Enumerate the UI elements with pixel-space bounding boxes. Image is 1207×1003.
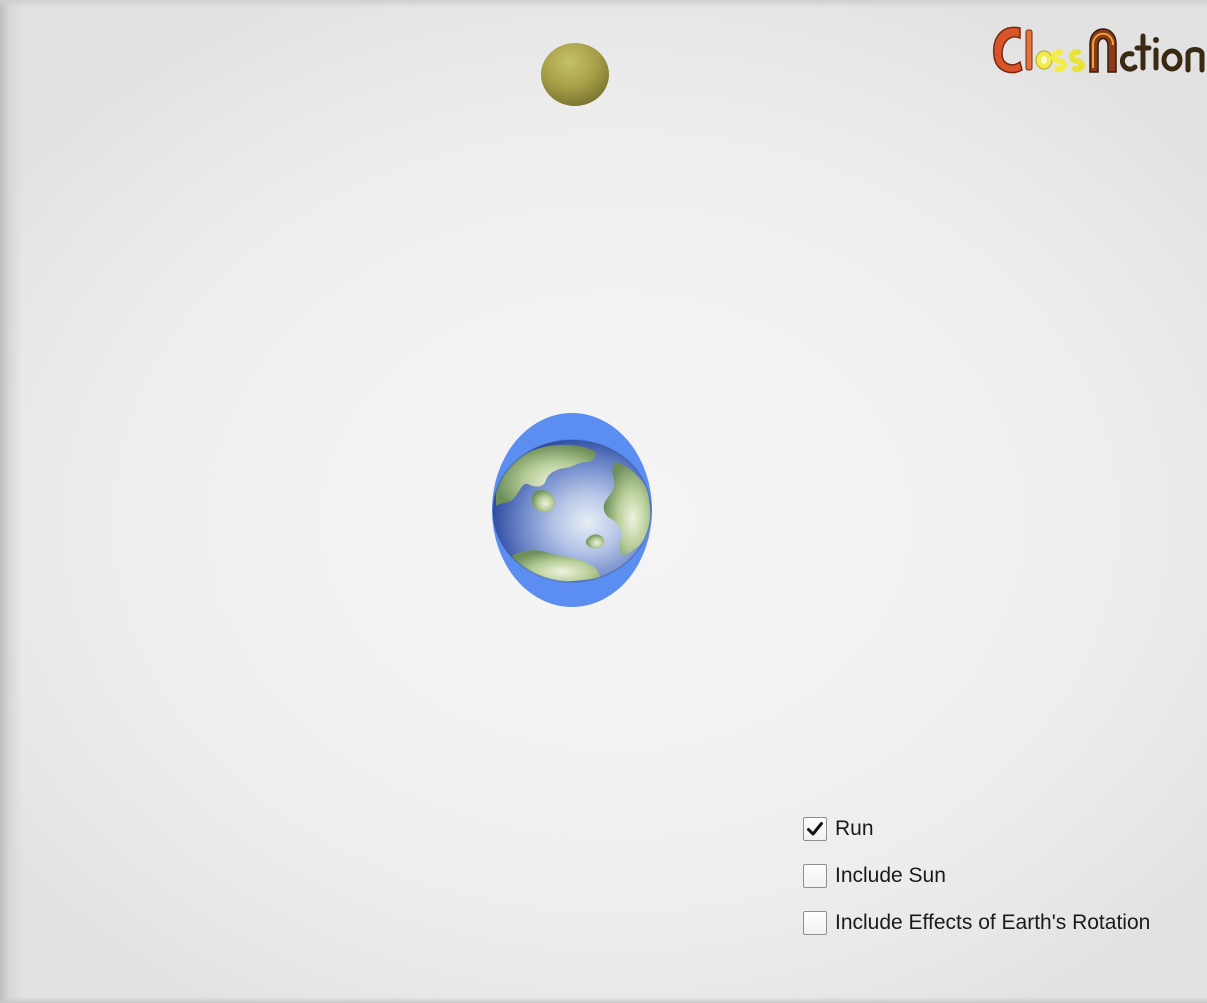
classaction-logo-art: [992, 26, 1205, 74]
earth-icon: [488, 410, 656, 610]
include-rotation-checkbox[interactable]: [803, 911, 827, 935]
control-row-run[interactable]: Run: [803, 810, 1207, 857]
frame-edge-top: [0, 0, 1207, 8]
frame-edge-left: [0, 0, 22, 1003]
control-row-include-rotation[interactable]: Include Effects of Earth's Rotation: [803, 904, 1207, 951]
include-sun-label: Include Sun: [835, 864, 946, 887]
frame-edge-bottom: [0, 997, 1207, 1003]
checkmark-icon: [807, 822, 823, 836]
classaction-logo: [990, 18, 1207, 88]
run-label: Run: [835, 817, 874, 840]
control-row-include-sun[interactable]: Include Sun: [803, 857, 1207, 904]
include-rotation-label: Include Effects of Earth's Rotation: [835, 911, 1151, 934]
controls-panel: Run Include Sun Include Effects of Earth…: [803, 810, 1207, 951]
moon-icon: [540, 42, 610, 107]
run-checkbox[interactable]: [803, 817, 827, 841]
include-sun-checkbox[interactable]: [803, 864, 827, 888]
